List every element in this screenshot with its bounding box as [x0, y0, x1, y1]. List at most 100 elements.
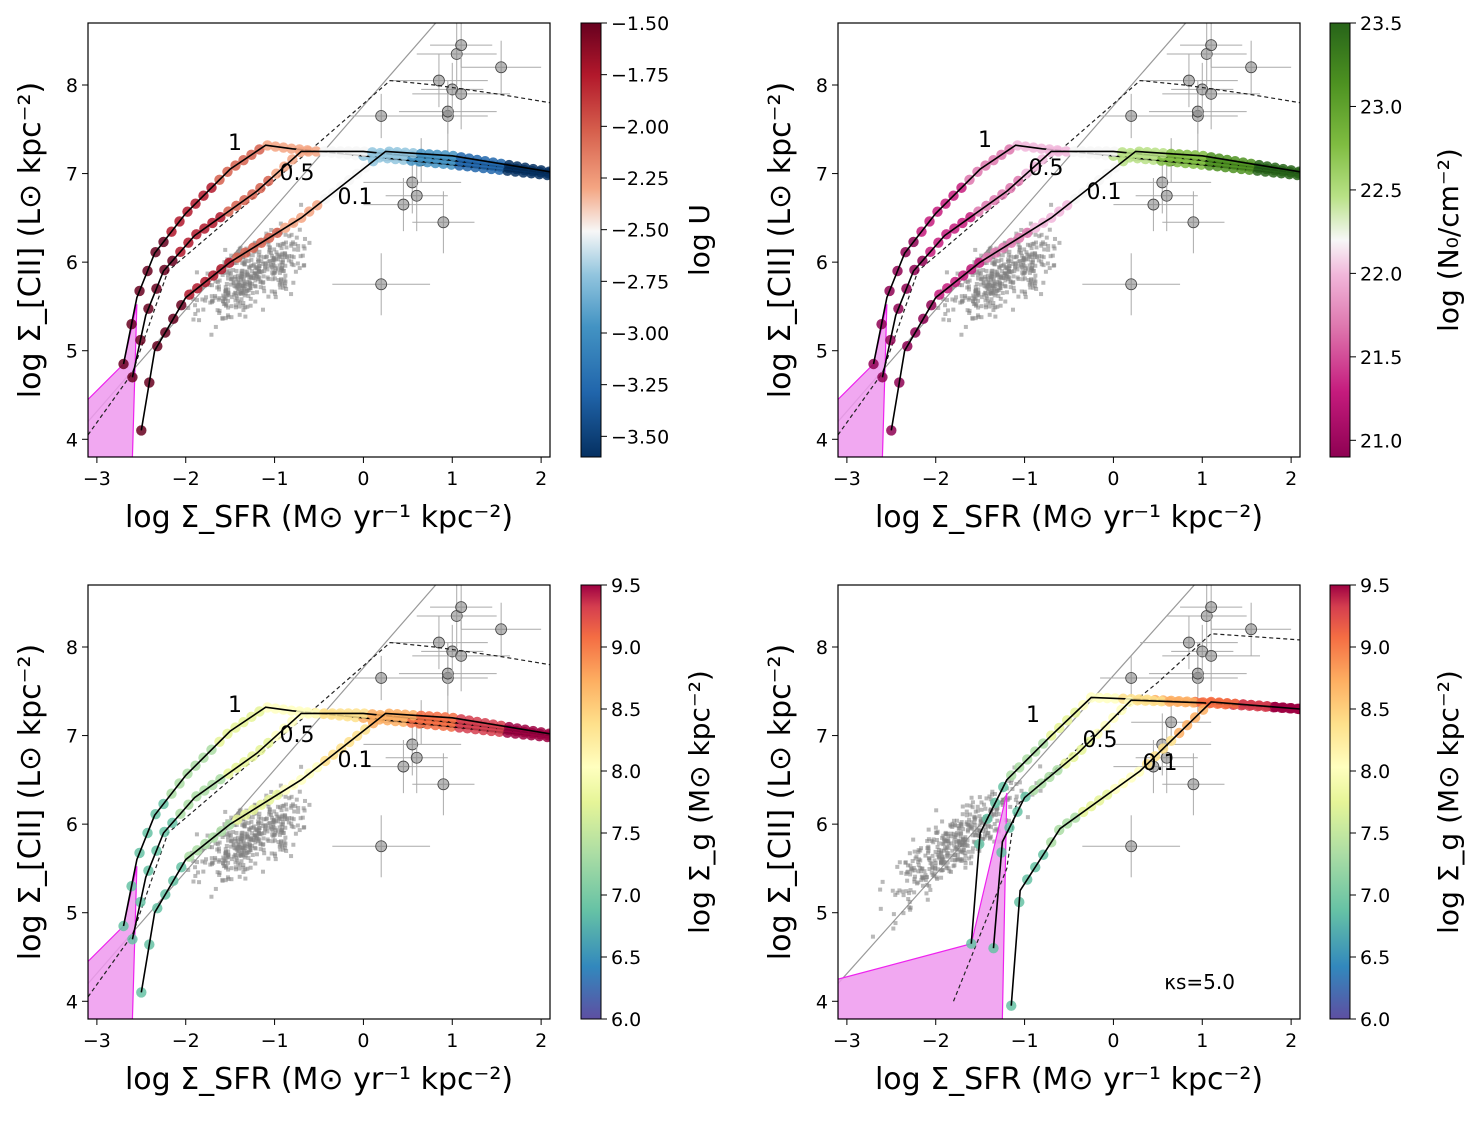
sample-point — [916, 869, 921, 874]
sample-point — [226, 876, 231, 881]
y-tick-label: 5 — [66, 341, 78, 363]
sample-point — [995, 288, 1000, 293]
sample-point — [977, 795, 982, 800]
sample-point — [243, 291, 248, 296]
sample-point — [985, 296, 990, 301]
sample-point — [963, 865, 968, 870]
sample-point — [926, 827, 931, 832]
sample-point — [1004, 266, 1009, 271]
sample-point — [989, 297, 994, 302]
sample-point — [241, 823, 246, 828]
sample-point — [281, 241, 286, 246]
x-tick-label: 1 — [446, 468, 458, 490]
sample-point — [1042, 247, 1047, 252]
sample-point — [226, 849, 231, 854]
sample-point — [920, 875, 925, 880]
sample-point — [298, 816, 303, 821]
sample-point — [978, 828, 983, 833]
sample-point — [282, 843, 287, 848]
sample-point — [235, 858, 240, 863]
sample-point — [280, 251, 285, 256]
galaxy-point — [1183, 636, 1195, 649]
sample-point — [991, 303, 996, 308]
sample-point — [953, 835, 958, 840]
panel-top-left: −3 −2 −1 0 1 2 4 5 6 7 8 log Σ_SFR (M⊙ yr⁻¹ kpc⁻²) l… — [13, 13, 716, 535]
sample-point — [948, 869, 953, 874]
sample-point — [960, 840, 965, 845]
sample-point — [1019, 227, 1024, 232]
sample-point — [979, 304, 984, 309]
sample-point — [984, 268, 989, 273]
sample-point — [217, 308, 222, 313]
sample-point — [259, 821, 264, 826]
sample-point — [975, 808, 980, 813]
colorbar-tick-label: 23.5 — [1360, 13, 1402, 35]
sample-point — [307, 240, 312, 245]
sample-point — [302, 808, 307, 813]
sample-point — [1033, 273, 1038, 278]
sample-point — [993, 258, 998, 263]
sample-point — [235, 296, 240, 301]
sample-point — [941, 848, 946, 853]
sample-point — [905, 878, 910, 883]
galaxy-point — [495, 623, 508, 636]
sample-point — [984, 833, 989, 838]
sample-point — [1006, 257, 1011, 262]
sample-point — [940, 854, 945, 859]
sample-point — [231, 843, 236, 848]
sample-point — [223, 316, 228, 321]
sample-point — [930, 853, 935, 858]
sample-point — [959, 823, 964, 828]
sample-point — [995, 818, 1000, 823]
sample-point — [933, 825, 938, 830]
sample-point — [268, 250, 273, 255]
sample-point — [273, 857, 278, 862]
colorbar: 9.5 9.0 8.5 8.0 7.5 7.0 6.5 6.0 log Σ_g (M⊙ kpc⁻… — [580, 575, 716, 1031]
sample-point — [1033, 240, 1038, 245]
sample-point — [1013, 264, 1018, 269]
sample-point — [1007, 795, 1012, 800]
sample-point — [973, 288, 978, 293]
sample-point — [209, 856, 214, 861]
sample-point — [962, 858, 967, 863]
sample-point — [878, 906, 883, 911]
sample-point — [242, 845, 247, 850]
sample-point — [248, 303, 253, 308]
sample-point — [276, 840, 281, 845]
sample-point — [990, 789, 995, 794]
sample-point — [952, 863, 957, 868]
sample-point — [201, 307, 206, 312]
sample-point — [262, 817, 267, 822]
sample-point — [949, 853, 954, 858]
sample-point — [280, 824, 285, 829]
sample-point — [931, 837, 936, 842]
sample-point — [283, 802, 288, 807]
sample-point — [1003, 271, 1008, 276]
sample-point — [242, 283, 247, 288]
sample-point — [283, 251, 288, 256]
sample-point — [912, 849, 917, 854]
sample-point — [943, 311, 948, 316]
sample-point — [1047, 266, 1052, 271]
sample-point — [975, 804, 980, 809]
sample-point — [243, 273, 248, 278]
sample-point — [226, 287, 231, 292]
sample-point — [925, 838, 930, 843]
sample-point — [220, 834, 225, 839]
curve-label: 0.5 — [1029, 156, 1064, 181]
sample-point — [980, 837, 985, 842]
sample-point — [221, 861, 226, 866]
sample-point — [966, 297, 971, 302]
sample-point — [925, 882, 930, 887]
sample-point — [909, 867, 914, 872]
galaxy-point — [455, 649, 468, 662]
model-curve-0.1 — [140, 150, 550, 431]
sample-point — [1028, 280, 1033, 285]
colorbar-tick-label: 22.0 — [1360, 263, 1402, 285]
sample-point — [1046, 247, 1051, 252]
sample-point — [249, 819, 254, 824]
sample-point — [200, 297, 205, 302]
sample-point — [992, 280, 997, 285]
sample-point — [233, 291, 238, 296]
y-axis-label: log Σ_[CII] (L⊙ kpc⁻²) — [763, 82, 798, 398]
